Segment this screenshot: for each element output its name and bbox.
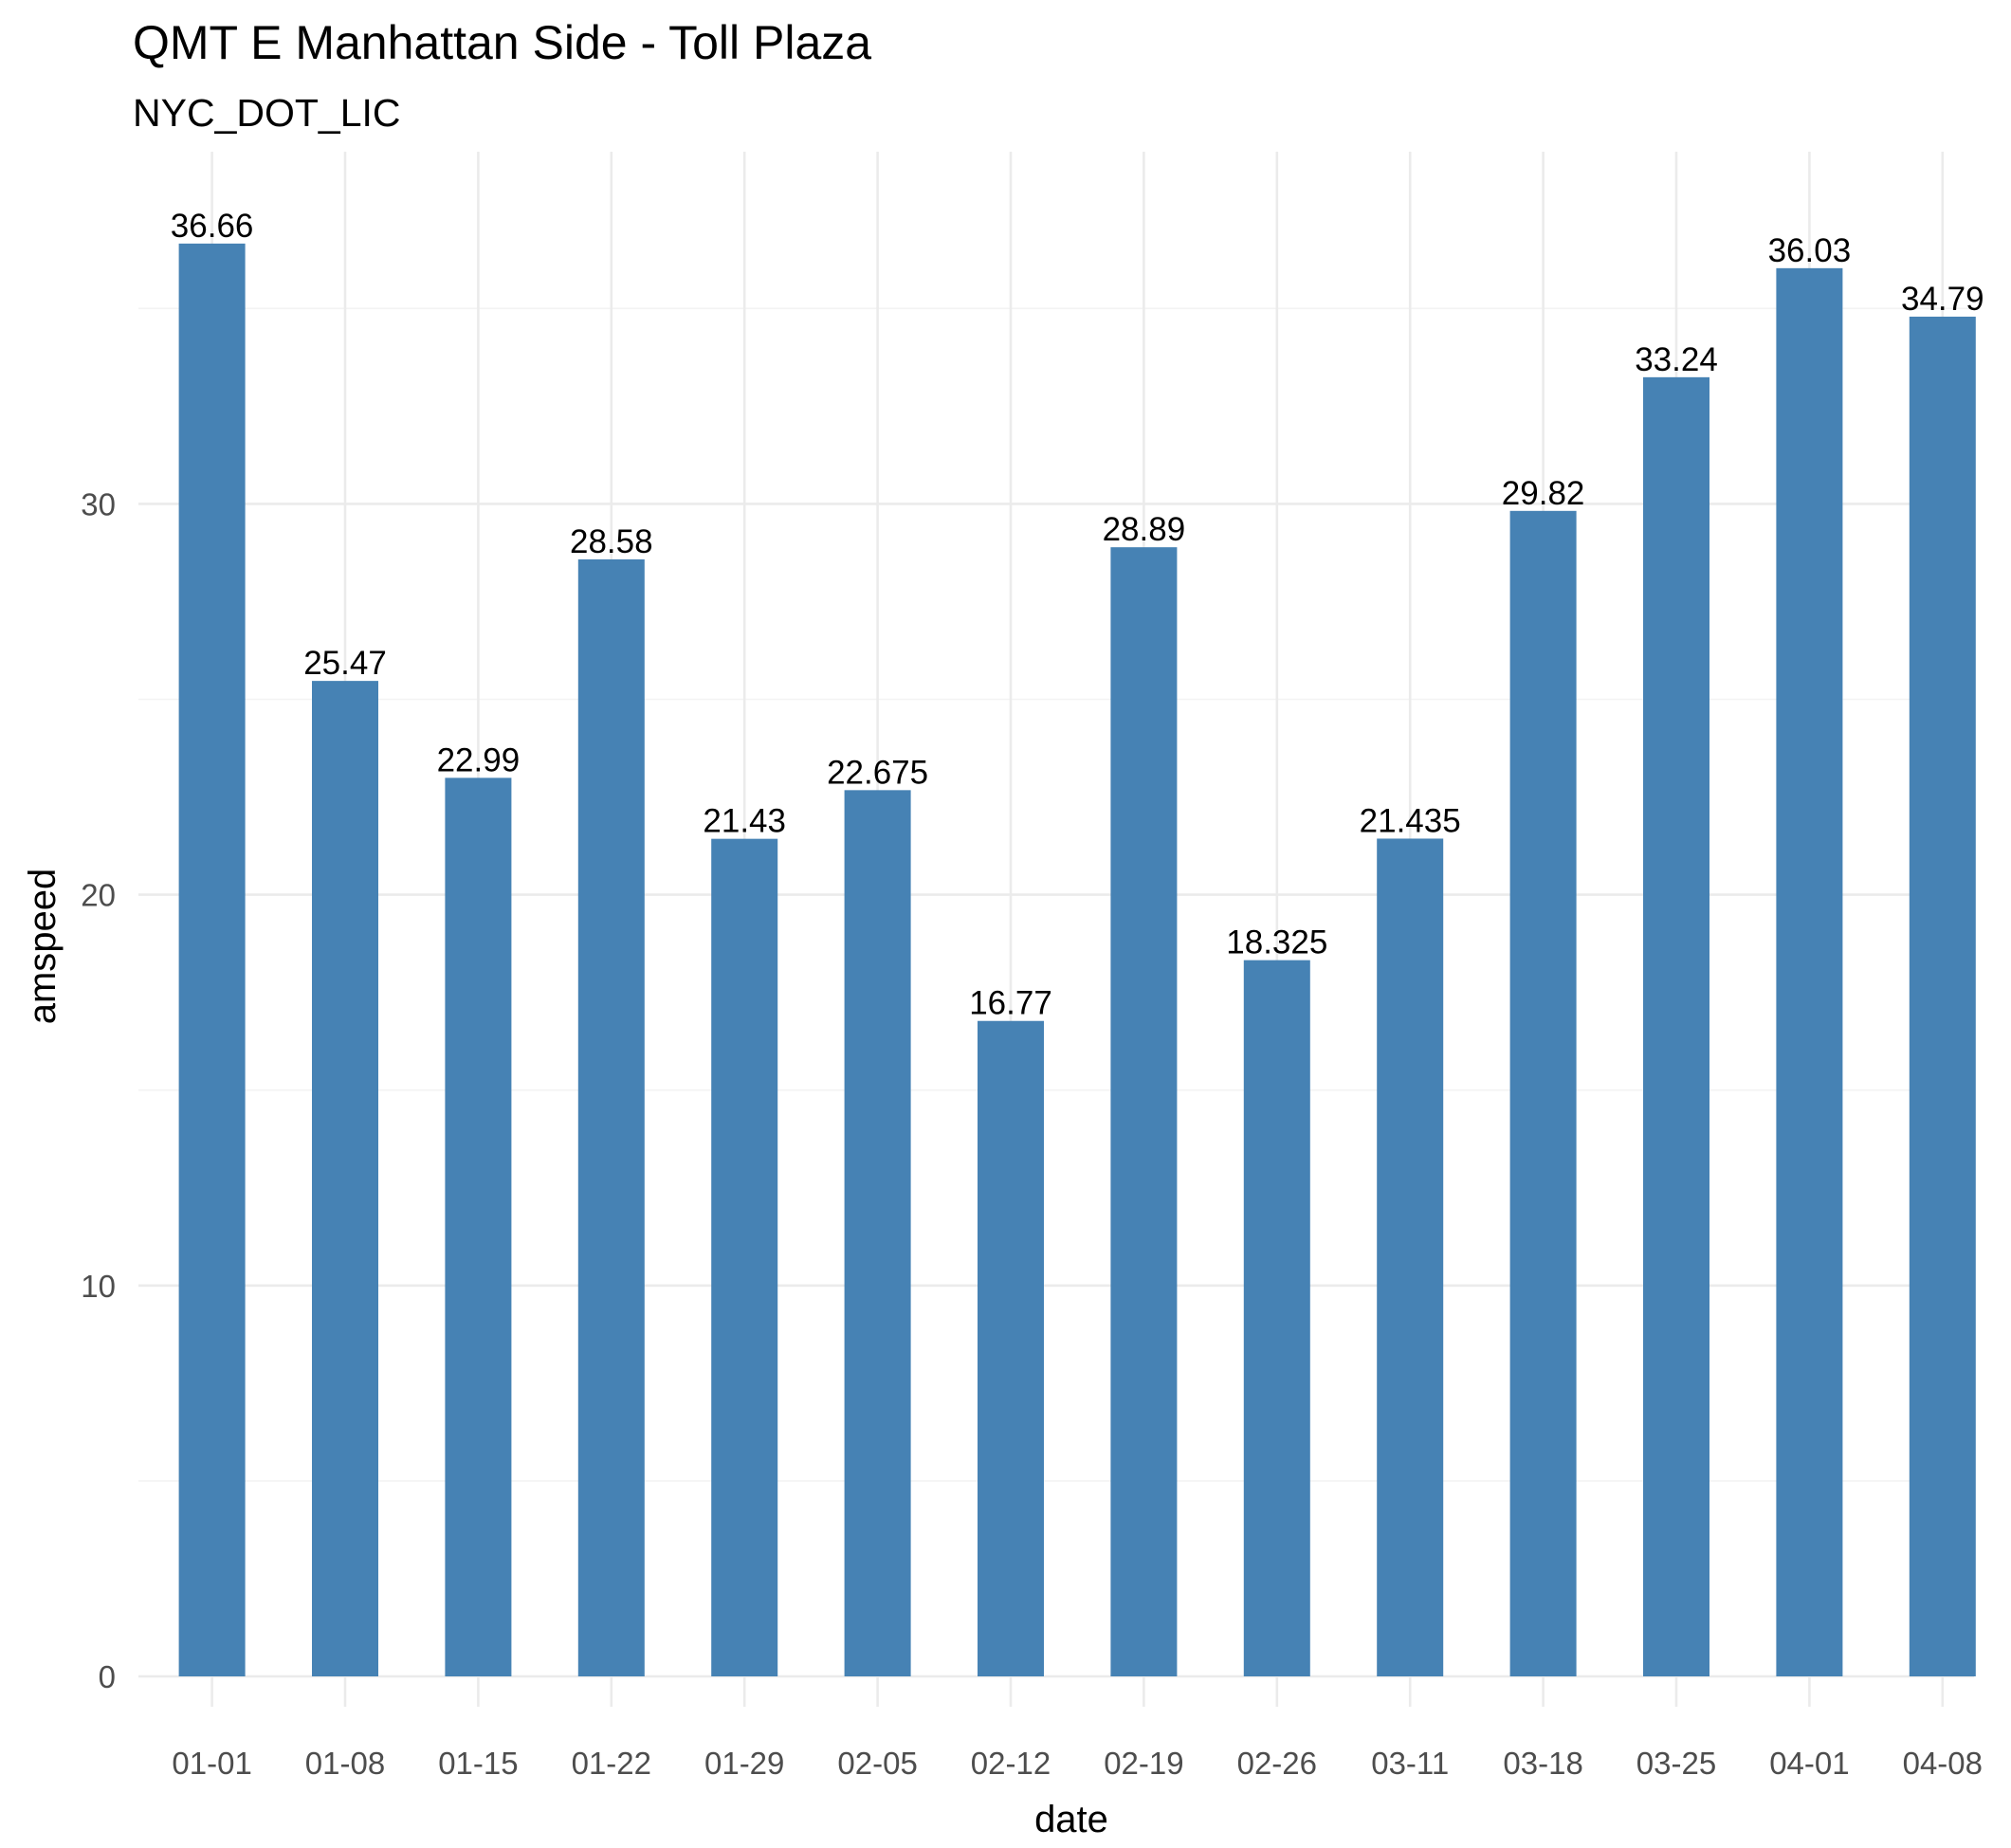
x-tick-label: 02-26: [1237, 1746, 1317, 1781]
chart-subtitle: NYC_DOT_LIC: [133, 91, 401, 135]
bar: [1509, 510, 1577, 1676]
bar: [178, 243, 246, 1677]
bar: [1110, 547, 1178, 1676]
bar: [1243, 960, 1310, 1676]
x-tick-label: 01-01: [172, 1746, 251, 1781]
x-tick-label: 04-01: [1769, 1746, 1849, 1781]
bar-value-labels: 36.66 25.47 22.99 28.58 21.43 22.675 16.77 28.8…: [171, 208, 1984, 1022]
y-tick-label: 30: [81, 486, 116, 521]
x-tick-label: 02-12: [971, 1746, 1051, 1781]
x-tick-label: 02-05: [837, 1746, 917, 1781]
x-tick-label: 02-19: [1104, 1746, 1183, 1781]
bar: [711, 838, 778, 1676]
bar-value-label: 16.77: [969, 985, 1052, 1022]
y-axis-title: amspeed: [22, 869, 64, 1025]
bar: [577, 558, 645, 1676]
bar-value-label: 36.03: [1768, 232, 1852, 269]
y-tick-label: 20: [81, 878, 116, 913]
bar-value-label: 21.435: [1360, 802, 1461, 839]
bar-value-label: 22.99: [437, 741, 521, 778]
y-tick-label: 10: [81, 1269, 116, 1304]
y-tick-label: 0: [99, 1659, 116, 1694]
bar-value-label: 21.43: [703, 803, 786, 840]
chart-title: QMT E Manhattan Side - Toll Plaza: [133, 16, 871, 69]
y-axis-ticks: 0 10 20 30: [81, 486, 116, 1694]
x-tick-label: 03-25: [1636, 1746, 1716, 1781]
bar: [1909, 316, 1976, 1677]
bars: [178, 243, 1976, 1677]
bar-value-label: 25.47: [303, 645, 387, 682]
bar: [312, 681, 378, 1676]
bar: [445, 778, 512, 1676]
x-tick-label: 01-29: [704, 1746, 784, 1781]
x-tick-label: 03-18: [1503, 1746, 1582, 1781]
bar-value-label: 28.89: [1103, 511, 1186, 548]
x-axis-ticks: 01-01 01-08 01-15 01-22 01-29 02-05 02-12 02-19…: [172, 1746, 1983, 1781]
bar: [1776, 267, 1843, 1677]
x-tick-label: 01-22: [572, 1746, 651, 1781]
bar-value-label: 28.58: [570, 523, 653, 560]
bar-value-label: 22.675: [827, 754, 928, 791]
x-tick-label: 04-08: [1903, 1746, 1983, 1781]
bar-value-label: 33.24: [1635, 341, 1718, 378]
bar: [1643, 376, 1709, 1677]
bar: [844, 790, 911, 1676]
bar-value-label: 29.82: [1502, 475, 1585, 512]
x-tick-label: 01-08: [305, 1746, 385, 1781]
bar: [978, 1020, 1044, 1676]
bar-value-label: 34.79: [1901, 281, 1984, 318]
x-axis-title: date: [1034, 1799, 1108, 1840]
bar-value-label: 36.66: [171, 208, 254, 245]
bar: [1377, 838, 1444, 1676]
x-tick-label: 01-15: [438, 1746, 518, 1781]
x-tick-label: 03-11: [1371, 1746, 1449, 1781]
bar-value-label: 18.325: [1226, 924, 1327, 961]
